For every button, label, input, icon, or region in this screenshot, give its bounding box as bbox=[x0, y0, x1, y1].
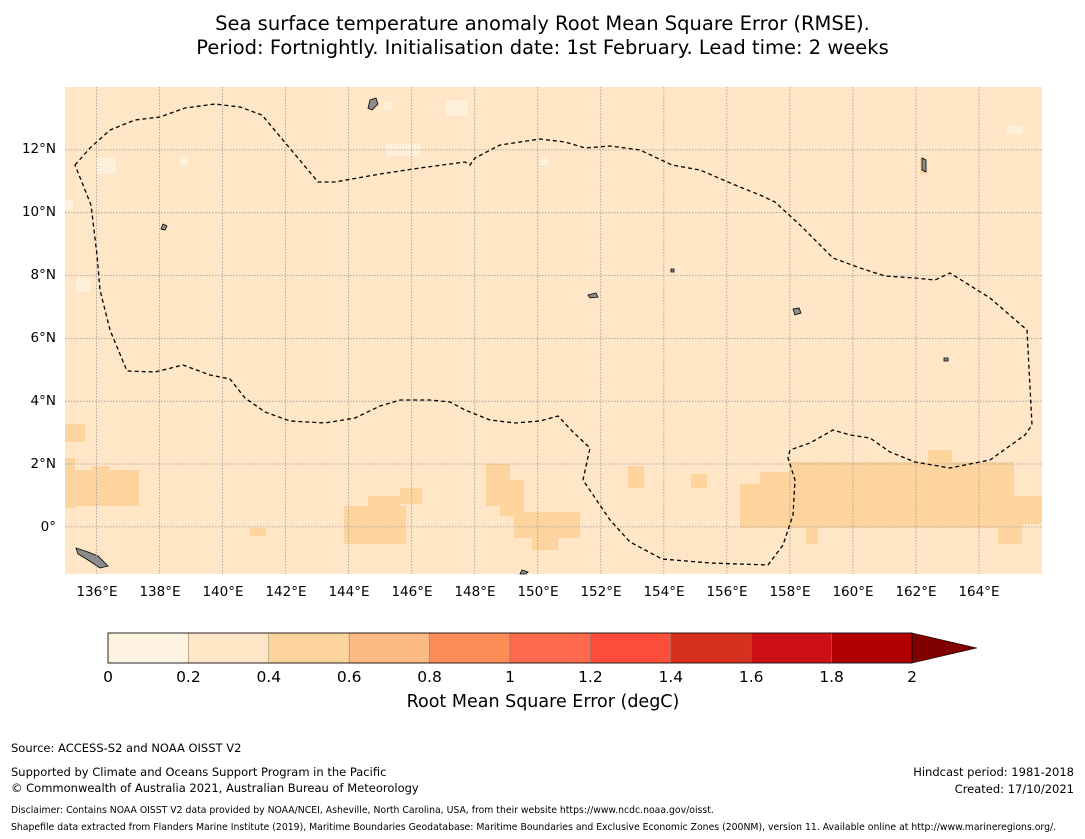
colorbar-bin bbox=[188, 632, 270, 664]
colorbar-label: Root Mean Square Error (degC) bbox=[406, 692, 680, 712]
shapefile-note: Shapefile data extracted from Flanders M… bbox=[11, 822, 1057, 833]
low-rmse-patch bbox=[446, 100, 468, 116]
rmse-patch bbox=[514, 512, 580, 538]
island bbox=[367, 97, 379, 111]
map-plot bbox=[65, 87, 1042, 575]
rmse-patch bbox=[532, 536, 558, 550]
colorbar-bin bbox=[831, 632, 913, 664]
colorbar-bin bbox=[107, 632, 189, 664]
colorbar-tick-label: 1.2 bbox=[578, 668, 603, 686]
lon-tick-label: 140°E bbox=[202, 584, 244, 600]
disclaimer-note: Disclaimer: Contains NOAA OISST V2 data … bbox=[11, 805, 714, 816]
colorbar-bin bbox=[509, 632, 591, 664]
support-note: Supported by Climate and Oceans Support … bbox=[11, 765, 387, 779]
colorbar bbox=[107, 632, 978, 664]
rmse-patch bbox=[998, 524, 1022, 544]
lat-tick-label: 10°N bbox=[21, 204, 56, 220]
island bbox=[943, 357, 949, 362]
rmse-patch bbox=[368, 496, 400, 508]
colorbar-tick-label: 0.6 bbox=[336, 668, 362, 686]
lon-tick-label: 164°E bbox=[958, 584, 1000, 600]
colorbar-bin bbox=[268, 632, 350, 664]
island bbox=[160, 223, 168, 231]
created-date: Created: 17/10/2021 bbox=[954, 782, 1074, 796]
hindcast-period: Hindcast period: 1981-2018 bbox=[913, 765, 1074, 779]
colorbar-tick-label: 0.8 bbox=[417, 668, 442, 686]
lon-tick-label: 150°E bbox=[517, 584, 559, 600]
low-rmse-patch bbox=[384, 102, 392, 110]
colorbar-outline bbox=[107, 632, 913, 664]
lat-tick-label: 2°N bbox=[30, 456, 56, 472]
island bbox=[792, 307, 802, 316]
lon-tick-label: 138°E bbox=[139, 584, 181, 600]
map-title-line-1: Sea surface temperature anomaly Root Mea… bbox=[215, 12, 870, 35]
lat-tick-label: 4°N bbox=[30, 393, 56, 409]
low-rmse-patch bbox=[540, 158, 548, 166]
lon-tick-label: 144°E bbox=[328, 584, 370, 600]
colorbar-extend-triangle bbox=[911, 632, 978, 664]
rmse-patch bbox=[500, 480, 524, 516]
low-rmse-patch bbox=[180, 158, 188, 166]
rmse-patch bbox=[250, 528, 266, 536]
rmse-patch bbox=[400, 488, 422, 504]
colorbar-bin bbox=[348, 632, 430, 664]
colorbar-tick-label: 1.8 bbox=[819, 668, 844, 686]
lon-tick-label: 160°E bbox=[832, 584, 874, 600]
rmse-patch bbox=[760, 472, 790, 490]
copyright-note: © Commonwealth of Australia 2021, Austra… bbox=[11, 781, 419, 795]
island bbox=[75, 547, 109, 569]
rmse-patch bbox=[740, 484, 790, 528]
land-masses bbox=[75, 97, 949, 575]
lat-tick-label: 8°N bbox=[30, 267, 56, 283]
rmse-patch bbox=[65, 424, 85, 442]
colorbar-tick-label: 0.2 bbox=[176, 668, 201, 686]
rmse-patch bbox=[806, 528, 818, 544]
colorbar-bin bbox=[670, 632, 752, 664]
island bbox=[921, 157, 927, 173]
rmse-patch bbox=[691, 474, 707, 488]
low-rmse-patch bbox=[1006, 126, 1022, 134]
colorbar-tick-label: 2 bbox=[907, 668, 917, 686]
lon-tick-label: 152°E bbox=[580, 584, 622, 600]
colorbar-tick-label: 0.4 bbox=[256, 668, 282, 686]
colorbar-tick-label: 1 bbox=[505, 668, 515, 686]
lon-tick-label: 156°E bbox=[706, 584, 748, 600]
lon-tick-label: 142°E bbox=[265, 584, 307, 600]
rmse-patch bbox=[628, 466, 644, 488]
island bbox=[670, 268, 675, 273]
lon-tick-label: 146°E bbox=[391, 584, 433, 600]
lat-tick-label: 0° bbox=[40, 519, 56, 535]
low-rmse-patch bbox=[96, 158, 116, 174]
lon-tick-label: 148°E bbox=[454, 584, 496, 600]
lat-tick-label: 6°N bbox=[30, 330, 56, 346]
rmse-patch bbox=[790, 462, 1014, 528]
colorbar-bin bbox=[590, 632, 672, 664]
colorbar-tick-label: 0 bbox=[103, 668, 113, 686]
graticule bbox=[65, 87, 1042, 574]
lat-tick-label: 12°N bbox=[21, 141, 56, 157]
colorbar-bin bbox=[750, 632, 832, 664]
colorbar-tick-label: 1.6 bbox=[738, 668, 764, 686]
colorbar-bin bbox=[429, 632, 511, 664]
lon-tick-label: 154°E bbox=[643, 584, 685, 600]
colorbar-tick-label: 1.4 bbox=[658, 668, 684, 686]
colorbar-bins bbox=[107, 632, 913, 664]
rmse-patch bbox=[1014, 496, 1042, 524]
rmse-patch bbox=[928, 450, 952, 464]
lon-tick-label: 162°E bbox=[895, 584, 937, 600]
lon-tick-label: 136°E bbox=[76, 584, 118, 600]
island bbox=[587, 292, 599, 299]
island bbox=[519, 569, 529, 575]
source-note: Source: ACCESS-S2 and NOAA OISST V2 bbox=[11, 741, 242, 755]
map-title-line-2: Period: Fortnightly. Initialisation date… bbox=[196, 36, 889, 59]
low-rmse-patch bbox=[65, 200, 73, 210]
low-rmse-patch bbox=[76, 278, 90, 292]
eez-boundary bbox=[74, 103, 1033, 566]
rmse-patch bbox=[344, 506, 406, 544]
lon-tick-label: 158°E bbox=[769, 584, 811, 600]
